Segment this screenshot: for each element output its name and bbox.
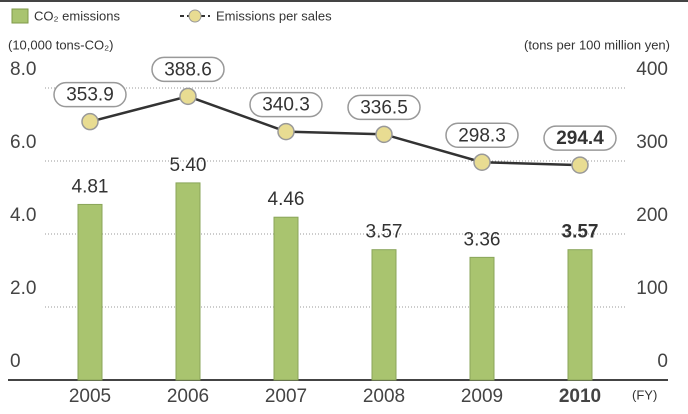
y-axis-label: (10,000 tons-CO₂) [8,37,113,52]
x-tick-label: 2008 [363,386,405,407]
label-bubble [53,81,127,108]
label-bubble [543,125,617,151]
y-tick-label: 8.0 [10,59,36,80]
label-bubble [151,56,225,83]
legend-label: Emissions per sales [216,8,332,23]
legend-swatch-bar [11,8,29,24]
marker [277,122,295,141]
y2-tick-label: 0 [657,351,668,372]
y2-tick-label: 400 [636,59,668,80]
marker [81,112,99,131]
label-bubble [445,122,519,148]
data-label: 298.3 [458,125,506,146]
line [89,95,581,167]
data-label: 4.81 [72,176,109,197]
data-label: 3.36 [464,229,501,250]
marker [179,87,197,106]
marker [473,153,491,171]
data-label: 340.3 [262,95,310,116]
bar [273,216,299,381]
x-tick-label: 2007 [265,386,307,407]
bar [567,249,593,381]
bar [371,249,397,381]
bar [77,203,103,381]
data-label: 336.5 [360,97,408,118]
y-tick-label: 0 [10,351,21,372]
y-tick-label: 2.0 [10,278,36,299]
data-label: 294.4 [556,128,604,149]
data-label: 5.40 [170,155,207,176]
y2-tick-label: 200 [636,205,668,226]
bar [469,256,495,381]
y2-tick-label: 300 [636,132,668,153]
data-label: 3.57 [562,222,599,243]
x-tick-label: 2009 [461,386,503,407]
label-bubble [249,91,323,118]
x-axis-label: (FY) [632,387,657,402]
y2-tick-label: 100 [636,278,668,299]
legend-swatch-marker [188,9,202,23]
data-label: 388.6 [164,59,212,80]
data-label: 4.46 [268,189,305,210]
label-bubble [347,94,421,121]
data-label: 353.9 [66,85,114,106]
data-label: 3.57 [366,222,403,243]
y-tick-label: 6.0 [10,132,36,153]
bar [175,182,201,381]
marker [375,125,393,144]
y2-axis-label: (tons per 100 million yen) [524,37,670,52]
y-tick-label: 4.0 [10,205,36,226]
legend-label: CO₂ emissions [34,8,120,23]
x-tick-label: 2006 [167,386,209,407]
x-tick-label: 2005 [69,386,111,407]
x-tick-label: 2010 [559,386,601,407]
marker [571,156,589,174]
